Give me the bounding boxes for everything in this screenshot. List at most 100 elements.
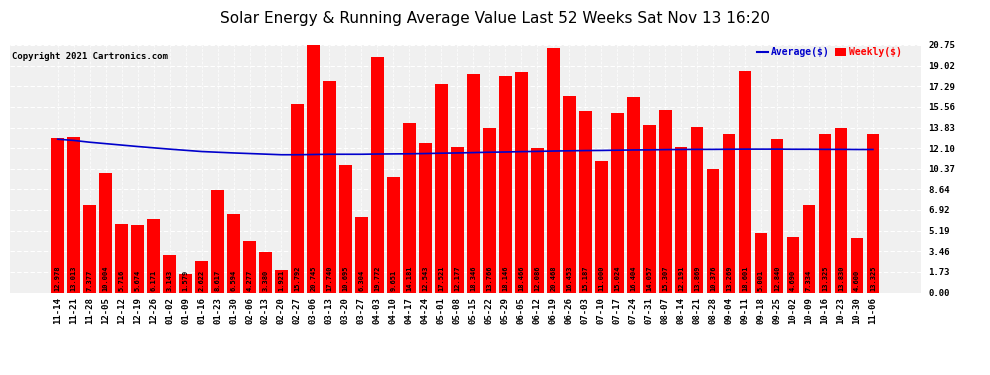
Text: 7.377: 7.377	[87, 270, 93, 291]
Bar	[291, 104, 304, 292]
Bar	[787, 237, 799, 292]
Text: 12.177: 12.177	[454, 265, 460, 291]
Text: 4.600: 4.600	[854, 270, 860, 291]
Text: 6.304: 6.304	[358, 270, 364, 291]
Text: Copyright 2021 Cartronics.com: Copyright 2021 Cartronics.com	[12, 53, 167, 62]
Text: 16.453: 16.453	[566, 265, 572, 291]
Bar	[403, 123, 416, 292]
Text: 4.277: 4.277	[247, 270, 252, 291]
Text: 5.716: 5.716	[119, 270, 125, 291]
Text: 6.594: 6.594	[231, 270, 237, 291]
Bar	[850, 238, 863, 292]
Text: 19.772: 19.772	[374, 265, 380, 291]
Text: 15.187: 15.187	[582, 265, 588, 291]
Bar	[595, 161, 608, 292]
Bar	[275, 270, 288, 292]
Text: 7.334: 7.334	[806, 270, 812, 291]
Text: 17.521: 17.521	[439, 265, 445, 291]
Text: 13.766: 13.766	[486, 265, 492, 291]
Bar	[707, 169, 720, 292]
Text: 10.376: 10.376	[710, 265, 716, 291]
Bar	[723, 134, 736, 292]
Text: 18.346: 18.346	[470, 265, 476, 291]
Bar	[339, 165, 351, 292]
Text: Solar Energy & Running Average Value Last 52 Weeks Sat Nov 13 16:20: Solar Energy & Running Average Value Las…	[220, 11, 770, 26]
Bar	[99, 173, 112, 292]
Bar	[132, 225, 144, 292]
Bar	[754, 233, 767, 292]
Bar	[51, 138, 64, 292]
Bar	[515, 72, 528, 292]
Text: 14.057: 14.057	[646, 265, 652, 291]
Text: 12.978: 12.978	[54, 265, 60, 291]
Bar	[244, 242, 255, 292]
Bar	[67, 137, 80, 292]
Bar	[371, 57, 384, 292]
Bar	[803, 205, 816, 292]
Bar	[195, 261, 208, 292]
Text: 13.269: 13.269	[726, 265, 732, 291]
Legend: Average($), Weekly($): Average($), Weekly($)	[756, 47, 902, 57]
Text: 6.171: 6.171	[150, 270, 156, 291]
Bar	[227, 214, 240, 292]
Text: 8.617: 8.617	[215, 270, 221, 291]
Bar	[819, 134, 832, 292]
Text: 18.466: 18.466	[518, 265, 525, 291]
Bar	[419, 143, 432, 292]
Text: 12.086: 12.086	[535, 265, 541, 291]
Text: 5.674: 5.674	[135, 270, 141, 291]
Bar	[148, 219, 160, 292]
Bar	[643, 125, 655, 292]
Bar	[835, 128, 847, 292]
Bar	[627, 97, 640, 292]
Bar	[499, 76, 512, 292]
Text: 12.543: 12.543	[423, 265, 429, 291]
Bar	[546, 48, 559, 292]
Bar	[179, 274, 192, 292]
Text: 18.146: 18.146	[502, 265, 508, 291]
Bar	[658, 110, 671, 292]
Text: 13.325: 13.325	[822, 265, 828, 291]
Bar	[483, 128, 496, 292]
Text: 17.740: 17.740	[327, 265, 333, 291]
Text: 2.622: 2.622	[199, 270, 205, 291]
Bar	[355, 217, 368, 292]
Text: 16.404: 16.404	[631, 265, 637, 291]
Bar	[770, 140, 783, 292]
Bar	[531, 148, 544, 292]
Text: 9.651: 9.651	[390, 270, 396, 291]
Text: 3.143: 3.143	[166, 270, 172, 291]
Text: 4.690: 4.690	[790, 270, 796, 291]
Text: 15.792: 15.792	[294, 265, 300, 291]
Text: 14.181: 14.181	[406, 265, 413, 291]
Bar	[115, 224, 128, 292]
Text: 20.745: 20.745	[311, 265, 317, 291]
Text: 13.869: 13.869	[694, 265, 700, 291]
Text: 15.024: 15.024	[614, 265, 620, 291]
Bar	[450, 147, 463, 292]
Bar	[163, 255, 176, 292]
Bar	[307, 45, 320, 292]
Text: 12.191: 12.191	[678, 265, 684, 291]
Text: 20.468: 20.468	[550, 265, 556, 291]
Bar	[83, 204, 96, 292]
Text: 5.001: 5.001	[758, 270, 764, 291]
Text: 18.601: 18.601	[742, 265, 748, 291]
Bar	[387, 177, 400, 292]
Bar	[579, 111, 592, 292]
Bar	[675, 147, 687, 292]
Bar	[323, 81, 336, 292]
Text: 1.579: 1.579	[182, 270, 188, 291]
Text: 13.830: 13.830	[838, 265, 843, 291]
Text: 13.013: 13.013	[70, 265, 76, 291]
Bar	[467, 74, 480, 292]
Text: 1.921: 1.921	[278, 270, 284, 291]
Text: 10.695: 10.695	[343, 265, 348, 291]
Bar	[211, 190, 224, 292]
Text: 10.004: 10.004	[103, 265, 109, 291]
Text: 11.000: 11.000	[598, 265, 604, 291]
Bar	[562, 96, 575, 292]
Text: 3.380: 3.380	[262, 270, 268, 291]
Text: 15.307: 15.307	[662, 265, 668, 291]
Bar	[611, 113, 624, 292]
